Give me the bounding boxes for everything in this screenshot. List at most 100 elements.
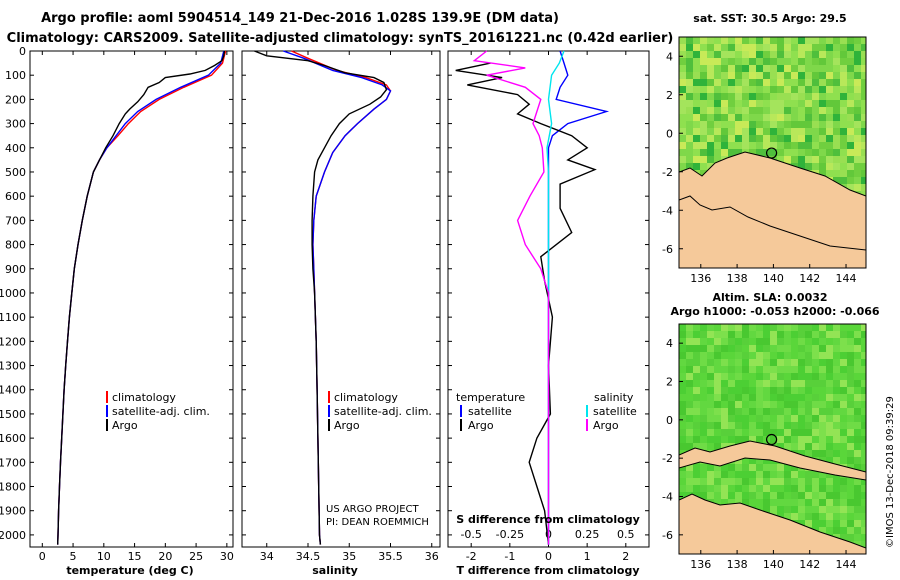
map-cell [707,359,714,366]
map-cell [686,331,693,338]
legend-swatch-t-satellite [460,405,462,417]
map-cell [847,135,854,142]
map-cell [700,44,707,51]
map-cell [854,121,861,128]
map-cell [777,471,784,478]
map-cell [756,65,763,72]
map-y-tick-label: 0 [666,127,673,140]
map-cell [840,86,847,93]
map-cell [749,352,756,359]
map-cell [812,429,819,436]
x-tick-label: 35 [342,550,356,563]
map-cell [679,58,686,65]
map-cell [763,408,770,415]
map-cell [742,471,749,478]
map-cell [700,51,707,58]
map-cell [777,345,784,352]
map-cell [798,492,805,499]
map-cell [805,93,812,100]
map-cell [749,37,756,44]
map-cell [707,149,714,156]
map-cell [819,86,826,93]
map-cell [791,128,798,135]
map-cell [819,338,826,345]
map-cell [819,352,826,359]
map-cell [770,121,777,128]
map-cell [679,429,686,436]
map-cell [819,100,826,107]
map-cell [686,394,693,401]
map-cell [826,485,833,492]
map-cell [770,485,777,492]
map-cell [742,422,749,429]
map-cell [763,65,770,72]
map-cell [742,373,749,380]
map-cell [749,331,756,338]
map-cell [693,408,700,415]
map-cell [833,121,840,128]
map-cell [819,429,826,436]
map-cell [735,352,742,359]
map-cell [707,401,714,408]
map-cell [812,100,819,107]
map-cell [742,86,749,93]
map-cell [728,121,735,128]
map-cell [763,506,770,513]
map-cell [700,72,707,79]
map-cell [791,72,798,79]
map-cell [693,149,700,156]
map-cell [763,380,770,387]
map-cell [728,380,735,387]
map-cell [770,471,777,478]
map-cell [707,422,714,429]
map-cell [819,527,826,534]
map-cell [777,429,784,436]
map-cell [721,387,728,394]
map-cell [784,387,791,394]
map-cell [742,135,749,142]
map-cell [728,394,735,401]
map-cell [826,324,833,331]
map-cell [826,471,833,478]
map-cell [763,114,770,121]
map-cell [714,135,721,142]
map-cell [777,324,784,331]
map-cell [861,65,866,72]
map-cell [812,366,819,373]
map-cell [854,520,861,527]
map-cell [721,499,728,506]
map-cell [728,324,735,331]
map-cell [847,436,854,443]
map-cell [735,436,742,443]
salinity-x-axis: 34 34.5 35 35.5 36 [260,51,439,563]
legend-label-s-satellite: satellite [593,405,637,418]
map-cell [721,478,728,485]
map-cell [777,380,784,387]
map-cell [812,324,819,331]
map-cell [854,44,861,51]
map-cell [700,37,707,44]
map-cell [819,142,826,149]
depth-tick-label: 100 [5,69,26,82]
map-cell [714,345,721,352]
map-cell [728,429,735,436]
map-cell [805,436,812,443]
map-cell [791,436,798,443]
map-cell [854,93,861,100]
map-cell [840,121,847,128]
map-cell [770,429,777,436]
map-cell [854,352,861,359]
map-cell [798,471,805,478]
map-cell [805,44,812,51]
legend-label-climatology: climatology [112,391,176,404]
map-cell [826,163,833,170]
map-cell [742,352,749,359]
map-cell [840,408,847,415]
map-cell [707,58,714,65]
map-cell [693,58,700,65]
map-cell [861,156,866,163]
map-cell [679,373,686,380]
map-cell [854,534,861,541]
map-cell [770,394,777,401]
map-cell [756,51,763,58]
